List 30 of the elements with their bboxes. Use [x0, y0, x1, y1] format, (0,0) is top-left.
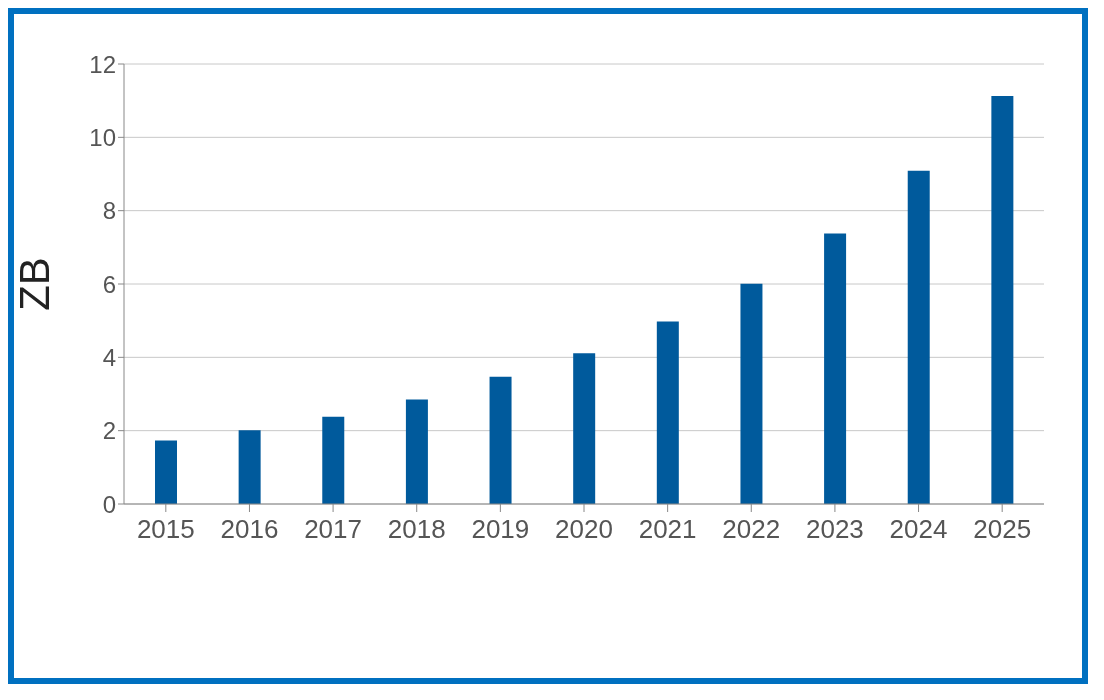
y-tick-label: 4: [102, 343, 116, 371]
y-tick-label: 6: [102, 270, 116, 298]
x-tick-label: 2017: [304, 514, 363, 545]
x-tick-label: 2024: [889, 514, 948, 545]
x-tick-label: 2023: [805, 514, 864, 545]
bar: [155, 440, 177, 504]
bar: [824, 233, 847, 504]
bar: [489, 376, 512, 504]
bar: [405, 399, 428, 504]
bar: [907, 170, 930, 504]
bar: [573, 353, 596, 504]
y-tick-label: 0: [102, 490, 116, 518]
bar: [991, 95, 1014, 504]
bar: [322, 416, 345, 504]
x-tick-label: 2016: [220, 514, 279, 545]
bar: [740, 283, 763, 504]
y-axis-title: ZB: [10, 257, 58, 311]
x-tick-label: 2022: [722, 514, 781, 545]
x-tick-label: 2018: [387, 514, 446, 545]
bar: [656, 321, 679, 504]
x-tick-label: 2021: [638, 514, 697, 545]
bar: [238, 430, 261, 504]
y-tick-label: 12: [89, 50, 116, 78]
y-tick-label: 10: [89, 123, 116, 151]
x-tick-label: 2019: [471, 514, 530, 545]
x-tick-label: 2025: [973, 514, 1032, 545]
y-tick-label: 2: [102, 417, 116, 445]
y-tick-label: 8: [102, 197, 116, 225]
x-tick-label: 2020: [555, 514, 613, 545]
x-tick-label: 2015: [136, 514, 195, 545]
